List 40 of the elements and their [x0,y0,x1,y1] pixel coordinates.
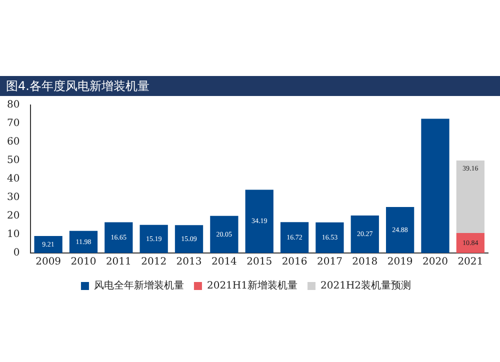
bar [140,224,168,253]
x-tick-label: 2017 [316,256,342,268]
x-tick-label: 2018 [352,256,378,268]
legend-label: 2021H1新增装机量 [206,280,298,292]
y-tick-label: 20 [6,210,20,222]
y-tick-label: 80 [6,100,20,111]
y-tick-label: 40 [6,174,20,185]
y-tick-label: 0 [13,248,20,259]
y-tick-label: 30 [6,192,20,204]
bar [350,216,379,253]
y-tick-label: 50 [6,155,20,166]
bar [386,206,414,253]
y-tick-label: 70 [6,118,20,130]
bar [280,222,309,253]
bar [245,190,274,253]
bar [69,230,98,253]
x-tick-label: 2021 [458,256,484,268]
x-tick-label: 2011 [106,256,132,268]
x-tick-label: 2013 [176,256,202,268]
bar [421,118,450,253]
x-tick-label: 2012 [141,256,167,268]
bar [210,216,238,253]
bar [316,222,344,253]
legend-label: 2021H2装机量预测 [320,280,412,292]
chart-title: 图4.各年度风电新增装机量 [0,76,500,96]
bar [174,225,204,253]
bar [456,160,484,233]
x-tick-label: 2019 [387,256,413,268]
x-tick-label: 2009 [36,256,62,268]
x-tick-label: 2015 [246,256,272,268]
bar [104,222,133,253]
y-tick-label: 60 [6,136,20,148]
x-tick-label: 2016 [282,256,308,268]
legend-label: 风电全年新增装机量 [94,280,184,292]
x-tick-label: 2014 [211,256,237,268]
bar [34,236,62,253]
x-tick-label: 2010 [70,256,96,268]
y-tick-label: 10 [6,229,20,240]
bar [456,232,484,253]
x-tick-label: 2020 [422,256,448,268]
